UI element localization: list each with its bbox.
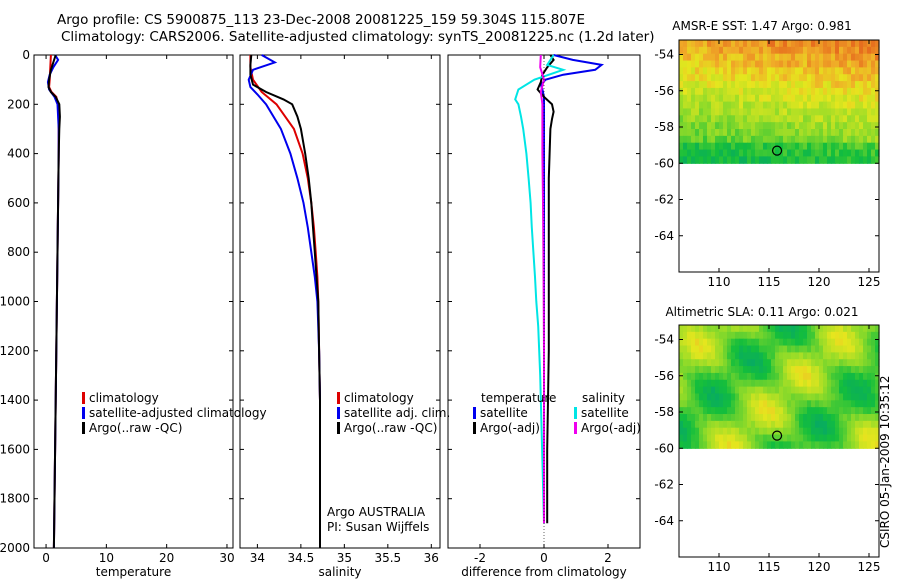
salinity-legend-label: satellite adj. clim.	[344, 406, 450, 420]
y-tick-label: 2000	[0, 541, 30, 555]
difference-legend-temperature-swatch	[473, 407, 476, 419]
difference-legend-header: salinity	[582, 391, 625, 405]
salinity-legend-label: Argo(..raw -QC)	[344, 421, 437, 435]
sla-map-cells	[679, 325, 880, 449]
argo-position-marker	[771, 145, 783, 156]
y-tick-label: 1000	[0, 295, 30, 309]
salinity-legend-swatch	[337, 392, 340, 404]
temperature-legend-label: climatology	[89, 391, 159, 405]
map-y-tick-label: -58	[654, 120, 674, 134]
series-line-argo-raw-qc-	[249, 54, 321, 548]
difference-legend-temperature-label: satellite	[480, 406, 528, 420]
figure-title-line1: Argo profile: CS 5900875_113 23-Dec-2008…	[57, 12, 586, 28]
map-y-tick-label: -60	[654, 441, 674, 455]
pi-annotation: PI: Susan Wijffels	[327, 520, 429, 534]
map-x-tick-label: 120	[808, 560, 831, 574]
figure-title-line2: Climatology: CARS2006. Satellite-adjuste…	[61, 29, 655, 45]
y-tick-label: 200	[7, 97, 30, 111]
difference-legend-salinity-swatch	[574, 422, 577, 434]
map-x-tick-label: 125	[858, 275, 881, 289]
temperature-legend-swatch	[82, 407, 85, 419]
map-x-tick-label: 115	[758, 275, 781, 289]
x-tick-label: 36	[424, 551, 439, 565]
map-y-tick-label: -62	[654, 193, 674, 207]
sst-map-frame	[678, 39, 880, 273]
profile-panel-1-frame	[33, 54, 234, 549]
y-tick-label: 1400	[0, 393, 30, 407]
series-line-argo-raw-qc-	[47, 54, 61, 549]
y-tick-label: 800	[7, 245, 30, 259]
series-line-temperature-satellite	[539, 54, 605, 524]
difference-legend-header: temperature	[481, 391, 556, 405]
argo-position-marker	[771, 430, 783, 441]
map-y-tick-label: -56	[654, 369, 674, 383]
x-tick-label: 2	[604, 551, 612, 565]
map-y-tick-label: -64	[654, 514, 674, 528]
series-line-temperature-argo-adj-	[536, 54, 555, 524]
x-tick-label: 10	[99, 551, 114, 565]
x-tick-label: 34.5	[288, 551, 315, 565]
program-annotation: Argo AUSTRALIA	[327, 505, 426, 519]
y-tick-label: 1600	[0, 442, 30, 456]
y-tick-label: 400	[7, 147, 30, 161]
series-line-climatology	[249, 55, 321, 548]
sla-map-frame	[678, 324, 880, 558]
difference-legend-salinity-label: satellite	[581, 406, 629, 420]
map-x-tick-label: 120	[808, 275, 831, 289]
y-tick-label: 0	[22, 48, 30, 62]
difference-legend-salinity-label: Argo(-adj)	[581, 421, 641, 435]
x-tick-label: 0	[42, 551, 50, 565]
temperature-legend-label: satellite-adjusted climatology	[89, 406, 267, 420]
y-tick-label: 600	[7, 196, 30, 210]
temperature-legend-swatch	[82, 392, 85, 404]
x-tick-label: -2	[474, 551, 486, 565]
map-x-tick-label: 110	[708, 275, 731, 289]
map-y-tick-label: -64	[654, 229, 674, 243]
map-y-tick-label: -54	[654, 48, 674, 62]
map-x-tick-label: 110	[708, 560, 731, 574]
difference-legend-salinity-swatch	[574, 407, 577, 419]
map-y-tick-label: -54	[654, 333, 674, 347]
difference-legend-temperature-label: Argo(-adj)	[480, 421, 540, 435]
temperature-legend-swatch	[82, 422, 85, 434]
map-x-tick-label: 125	[858, 560, 881, 574]
profile-panel-1-xlabel: temperature	[96, 565, 171, 579]
y-tick-label: 1800	[0, 492, 30, 506]
profile-panel-2-frame	[239, 54, 441, 549]
profile-panel-2-xlabel: salinity	[318, 565, 361, 579]
side-stamp: CSIRO 05-Jan-2009 10:35:12	[878, 376, 892, 548]
series-line-salinity-satellite	[514, 54, 567, 524]
sst-map-title: AMSR-E SST: 1.47 Argo: 0.981	[672, 19, 852, 33]
salinity-legend-label: climatology	[344, 391, 414, 405]
y-tick-label: 1200	[0, 344, 30, 358]
difference-legend-temperature-swatch	[473, 422, 476, 434]
series-line-satellite-adj-clim-	[247, 54, 321, 548]
x-tick-label: 20	[159, 551, 174, 565]
x-tick-label: 30	[219, 551, 234, 565]
x-tick-label: 35.5	[374, 551, 401, 565]
profile-panel-3-xlabel: difference from climatology	[461, 565, 627, 579]
temperature-legend-label: Argo(..raw -QC)	[89, 421, 182, 435]
map-y-tick-label: -56	[654, 84, 674, 98]
x-tick-label: 34	[250, 551, 265, 565]
x-tick-label: 0	[540, 551, 548, 565]
map-y-tick-label: -62	[654, 478, 674, 492]
salinity-legend-swatch	[337, 422, 340, 434]
x-tick-label: 35	[337, 551, 352, 565]
salinity-legend-swatch	[337, 407, 340, 419]
sst-map-cells	[679, 40, 880, 164]
map-y-tick-label: -58	[654, 405, 674, 419]
sla-map-title: Altimetric SLA: 0.11 Argo: 0.021	[665, 305, 858, 319]
map-x-tick-label: 115	[758, 560, 781, 574]
map-y-tick-label: -60	[654, 156, 674, 170]
